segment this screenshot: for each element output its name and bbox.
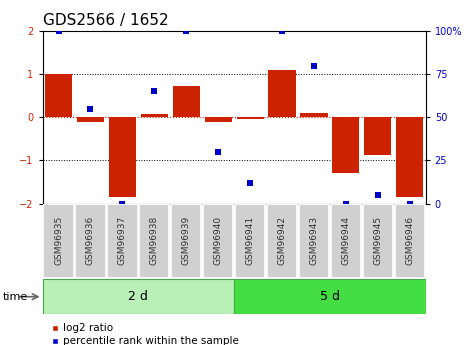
Bar	[45, 74, 72, 117]
Bar	[300, 113, 327, 117]
Bar	[75, 204, 105, 278]
Point	[183, 28, 190, 34]
Bar	[141, 114, 168, 117]
Bar	[235, 204, 265, 278]
Text: time: time	[2, 292, 27, 302]
Bar	[333, 117, 359, 172]
Text: GSM96946: GSM96946	[405, 216, 414, 265]
Bar	[107, 204, 138, 278]
Text: GSM96939: GSM96939	[182, 216, 191, 265]
Text: 5 d: 5 d	[320, 290, 340, 303]
Bar	[269, 70, 296, 117]
Bar	[394, 204, 425, 278]
Text: GSM96944: GSM96944	[342, 216, 350, 265]
Point	[406, 201, 413, 206]
Text: GSM96937: GSM96937	[118, 216, 127, 265]
Bar	[139, 204, 169, 278]
Bar	[364, 117, 391, 155]
Text: GSM96938: GSM96938	[150, 216, 159, 265]
Text: GSM96945: GSM96945	[373, 216, 382, 265]
Bar	[299, 204, 329, 278]
Bar	[203, 204, 233, 278]
Bar	[171, 204, 201, 278]
Bar	[267, 204, 297, 278]
Point	[214, 149, 222, 155]
Point	[150, 89, 158, 94]
Point	[278, 28, 286, 34]
Point	[374, 192, 382, 198]
Text: GSM96942: GSM96942	[278, 216, 287, 265]
Bar	[44, 204, 74, 278]
Text: GDS2566 / 1652: GDS2566 / 1652	[43, 13, 168, 28]
Legend: log2 ratio, percentile rank within the sample: log2 ratio, percentile rank within the s…	[48, 319, 244, 345]
Point	[246, 180, 254, 186]
Bar	[363, 204, 393, 278]
Text: GSM96935: GSM96935	[54, 216, 63, 265]
Text: GSM96941: GSM96941	[245, 216, 254, 265]
Text: 2 d: 2 d	[128, 290, 149, 303]
Text: GSM96940: GSM96940	[214, 216, 223, 265]
Point	[55, 28, 62, 34]
Bar	[109, 117, 136, 197]
Text: GSM96943: GSM96943	[309, 216, 318, 265]
Bar	[331, 204, 361, 278]
Bar	[236, 117, 263, 119]
Point	[342, 201, 350, 206]
Point	[310, 63, 318, 68]
Bar	[205, 117, 232, 122]
Bar	[396, 117, 423, 197]
Bar	[43, 279, 234, 314]
Text: GSM96936: GSM96936	[86, 216, 95, 265]
Bar	[173, 86, 200, 117]
Point	[87, 106, 94, 111]
Point	[119, 201, 126, 206]
Bar	[77, 117, 104, 122]
Bar	[234, 279, 426, 314]
